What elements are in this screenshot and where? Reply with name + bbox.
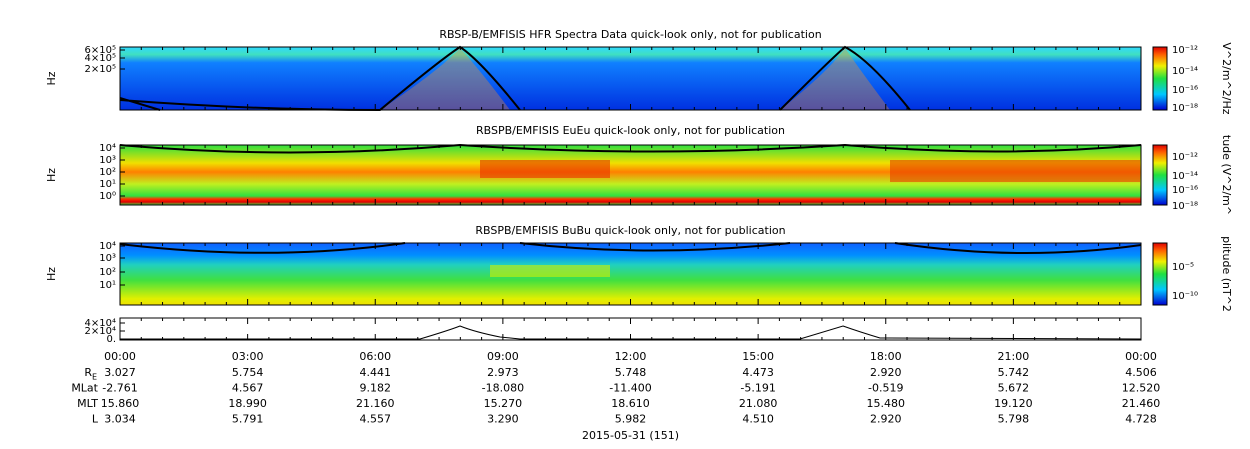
x-tick-label: 00:00 [1125,350,1157,363]
colorbar [1152,242,1168,306]
colorbar [1152,144,1168,206]
ephemeris-value: 5.672 [998,382,1030,395]
ephemeris-value: 18.610 [611,397,650,410]
ephemeris-value: 21.160 [356,397,395,410]
ephemeris-value: 5.748 [615,366,647,379]
y-axis-label: Hz [45,267,58,281]
ephemeris-value: -18.080 [482,382,524,395]
panel-title: RBSP-B/EMFISIS HFR Spectra Data quick-lo… [439,28,821,41]
y-tick-label: 10¹ [99,280,116,291]
colorbar-tick-label: 10⁻¹² [1172,45,1198,56]
ephemeris-value: -5.191 [740,382,775,395]
ephemeris-value: -11.400 [609,382,651,395]
y-tick-label: 10² [99,267,116,278]
x-tick-label: 21:00 [998,350,1030,363]
x-tick-label: 03:00 [232,350,264,363]
spectrogram-art [119,45,1142,341]
ephemeris-value: 4.441 [360,366,392,379]
ephemeris-value: 3.290 [487,413,519,426]
y-tick-label: 4×10⁴ [85,318,116,329]
ephemeris-value: 19.120 [994,397,1033,410]
ephemeris-value: 15.860 [101,397,140,410]
ephemeris-subscript: E [92,373,97,382]
colorbar-tick-label: 10⁻¹⁸ [1172,201,1198,212]
colorbar-tick-label: 10⁻¹² [1172,152,1198,163]
ephemeris-value: 4.473 [742,366,774,379]
ephemeris-value: 3.034 [104,413,136,426]
y-tick-label: 2×10⁴ [85,326,116,337]
panel-title: RBSPB/EMFISIS BuBu quick-look only, not … [475,224,785,237]
ephemeris-value: 3.027 [104,366,136,379]
y-axis-label: Hz [45,71,58,85]
ephemeris-value: 5.982 [615,413,647,426]
colorbar-tick-label: 10⁻¹⁴ [1172,171,1198,182]
ephemeris-value: 2.920 [870,366,902,379]
ephemeris-value: 5.798 [998,413,1030,426]
colorbar-label: plitude (nT^2 [1220,236,1233,312]
ephemeris-value: 15.270 [484,397,523,410]
y-tick-label: 10¹ [99,179,116,190]
x-tick-label: 15:00 [742,350,774,363]
y-tick-label: 10⁰ [99,191,116,202]
colorbar-tick-label: 10⁻¹⁶ [1172,185,1198,196]
colorbar-label: V^2/m^2/Hz [1220,42,1233,114]
ephemeris-value: 4.506 [1125,366,1157,379]
ephemeris-value: -0.519 [868,382,903,395]
colorbar-tick-label: 10⁻¹⁶ [1172,85,1198,96]
ephemeris-value: -2.761 [102,382,137,395]
ephemeris-value: 21.080 [739,397,778,410]
ephemeris-value: 15.480 [867,397,906,410]
y-tick-label: 10⁴ [99,241,116,252]
ephemeris-value: 4.567 [232,382,264,395]
ephemeris-value: 4.510 [742,413,774,426]
ephemeris-value: 5.791 [232,413,264,426]
colorbar-tick-label: 10⁻¹⁴ [1172,66,1198,77]
ephemeris-value: 12.520 [1122,382,1161,395]
ephemeris-value: 4.557 [360,413,392,426]
x-tick-label: 09:00 [487,350,519,363]
ephemeris-value: 5.754 [232,366,264,379]
ephemeris-value: 5.742 [998,366,1030,379]
ephemeris-value: 18.990 [228,397,267,410]
x-tick-label: 06:00 [359,350,391,363]
ephemeris-label: MLat [71,382,98,395]
y-tick-label: 10³ [99,253,116,264]
colorbar-tick-label: 10⁻⁵ [1172,262,1194,273]
y-tick-label: 10⁴ [99,143,116,154]
y-tick-label: 4×10⁵ [85,53,116,64]
date-label: 2015-05-31 (151) [582,429,679,442]
y-tick-label: 10² [99,167,116,178]
y-tick-label: 0. [106,334,116,345]
y-tick-label: 2×10⁵ [85,64,116,75]
ephemeris-value: 21.460 [1122,397,1161,410]
y-tick-label: 6×10⁵ [85,45,116,56]
x-tick-label: 18:00 [870,350,902,363]
colorbar-label: tude (V^2/m^ [1220,135,1233,215]
colorbar [1152,46,1168,111]
colorbar-tick-label: 10⁻¹⁰ [1172,291,1198,302]
x-tick-label: 00:00 [104,350,136,363]
ephemeris-label: R [84,366,92,379]
y-axis-label: Hz [45,168,58,182]
ephemeris-label: L [92,413,99,426]
ephemeris-value: 2.920 [870,413,902,426]
ephemeris-label: MLT [77,397,98,410]
ephemeris-value: 9.182 [360,382,392,395]
ephemeris-value: 4.728 [1125,413,1157,426]
x-tick-label: 12:00 [615,350,647,363]
ephemeris-value: 2.973 [487,366,519,379]
colorbar-tick-label: 10⁻¹⁸ [1172,103,1198,114]
y-tick-label: 10³ [99,155,116,166]
panel-title: RBSPB/EMFISIS EuEu quick-look only, not … [476,124,785,137]
